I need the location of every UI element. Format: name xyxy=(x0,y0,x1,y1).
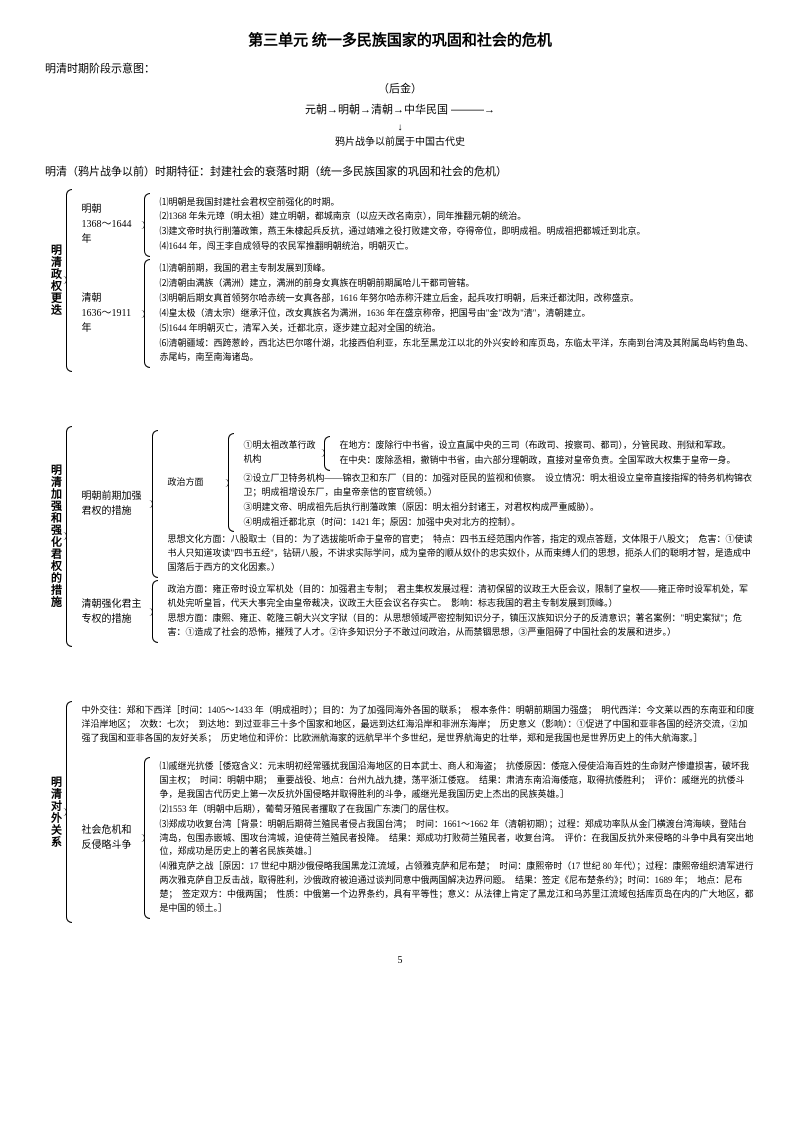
s2-thought-head: 思想文化方面： xyxy=(168,534,231,544)
s1-q4: ⑷皇太极（清太宗）继承汗位，改女真族名为满洲，1636 年在盛京称帝，把国号由"… xyxy=(160,307,756,321)
s1-m1: ⑴明朝是我国封建社会君权空前强化的时期。 xyxy=(160,196,756,210)
timeline-main: 元朝→明朝→清朝→中华民国 ———→ xyxy=(45,102,755,119)
s1-q3: ⑶明朝后期女真首领努尔哈赤统一女真各部，1616 年努尔哈赤称汗建立后金，起兵攻… xyxy=(160,292,756,306)
s3-s3: ⑶郑成功收复台湾［背景：明朝后期荷兰殖民者侵占我国台湾； 时间：1661～166… xyxy=(160,818,756,860)
ming-head: 明朝 xyxy=(82,202,144,217)
s3-c1: 中外交往：郑和下西洋［时间：1405～1433 年（明成祖时）；目的：为了加强同… xyxy=(82,704,756,746)
subtitle: 明清时期阶段示意图： xyxy=(45,61,755,78)
s2-p3: ③明建文帝、明成祖先后执行削藩政策（原因：明太祖分封诸王，对君权构成严重威胁）。 xyxy=(244,501,756,515)
timeline-note: 鸦片战争以前属于中国古代史 xyxy=(45,135,755,150)
s1-m3: ⑶建文帝时执行削藩政策，燕王朱棣起兵反抗，通过靖难之役打败建文帝，夺得帝位，即明… xyxy=(160,225,756,239)
s1-m2: ⑵1368 年朱元璋（明太祖）建立明朝，都城南京（以应天改名南京），同年推翻元朝… xyxy=(160,210,756,224)
s2-qp: 雍正帝时设立军机处（目的：加强君主专制； 君主集权发展过程：清初保留的议政王大臣… xyxy=(168,584,749,608)
qing-head: 清朝 xyxy=(82,291,144,306)
s2-qt: 康熙、雍正、乾隆三朝大兴文字狱（目的：从思想领域严密控制知识分子，镇压汉族知识分… xyxy=(168,613,742,637)
s1-q6: ⑹清朝疆域：西跨葱岭，西北达巴尔喀什湖，北接西伯利亚，东北至黑龙江以北的外兴安岭… xyxy=(160,337,756,365)
page-title: 第三单元 统一多民族国家的巩固和社会的危机 xyxy=(45,30,755,53)
s2-thought: 八股取士（目的：为了选拔能听命于皇帝的官吏； 特点：四书五经范围内作答，指定的观… xyxy=(168,534,753,572)
timeline-top: （后金） xyxy=(45,81,755,98)
s2-pol-label: 政治方面 xyxy=(168,433,228,533)
ming-years: 1368～1644 年 xyxy=(82,217,144,247)
page-number: 5 xyxy=(45,953,755,968)
s3-s4: ⑷雅克萨之战［原因：17 世纪中期沙俄侵略我国黑龙江流域，占领雅克萨和尼布楚； … xyxy=(160,860,756,916)
s2-qt-head: 思想方面： xyxy=(168,613,213,623)
s2-p1b: 在中央：废除丞相，撤销中书省，由六部分理朝政，直接对皇帝负责。全国军政大权集于皇… xyxy=(340,454,756,468)
period-features: 明清（鸦片战争以前）时期特征：封建社会的衰落时期（统一多民族国家的巩固和社会的危… xyxy=(45,164,755,181)
qing-years: 1636～1911 年 xyxy=(82,306,144,336)
s2-p2: ②设立厂卫特务机构——锦衣卫和东厂（目的：加强对臣民的监视和侦察。 设立情况：明… xyxy=(244,472,756,500)
section-2-tree: 明清加强和强化君权的措施 明朝前期加强 君权的措施 政治方面 ①明太祖改革行政机… xyxy=(45,426,755,647)
s2-qing-head: 清朝强化君主 专权的措施 xyxy=(82,580,152,643)
section-3-tree: 明清对外关系 中外交往：郑和下西洋［时间：1405～1433 年（明成祖时）；目… xyxy=(45,701,755,923)
section-1-tree: 明清政权更迭 明朝 1368～1644 年 ⑴明朝是我国封建社会君权空前强化的时… xyxy=(45,189,755,372)
s1-q2: ⑵清朝由满族（满洲）建立，满洲的前身女真族在明朝前期属哈儿干都司管辖。 xyxy=(160,277,756,291)
s1-m4: ⑷1644 年，闯王李自成领导的农民军推翻明朝统治，明朝灭亡。 xyxy=(160,240,756,254)
s1-q1: ⑴清朝前期，我国的君主专制发展到顶峰。 xyxy=(160,262,756,276)
s3-s2: ⑵1553 年（明朝中后期），葡萄牙殖民者攫取了在我国广东澳门的居住权。 xyxy=(160,803,756,817)
s2-p1-head: ①明太祖改革行政机构 xyxy=(244,436,324,471)
s2-qp-head: 政治方面： xyxy=(168,584,213,594)
s2-p4: ④明成祖迁都北京（时间：1421 年；原因：加强中央对北方的控制）。 xyxy=(244,516,756,530)
s2-p1a: 在地方：废除行中书省，设立直属中央的三司（布政司、按察司、都司），分管民政、刑狱… xyxy=(340,439,756,453)
s3-soc-head: 社会危机和 反侵略斗争 xyxy=(82,757,144,919)
s2-ming-head: 明朝前期加强 君权的措施 xyxy=(82,430,152,578)
s1-q5: ⑸1644 年明朝灭亡，清军入关，迁都北京，逐步建立起对全国的统治。 xyxy=(160,322,756,336)
s3-s1: ⑴戚继光抗倭［倭寇含义：元末明初经常骚扰我国沿海地区的日本武士、商人和海盗； 抗… xyxy=(160,760,756,802)
